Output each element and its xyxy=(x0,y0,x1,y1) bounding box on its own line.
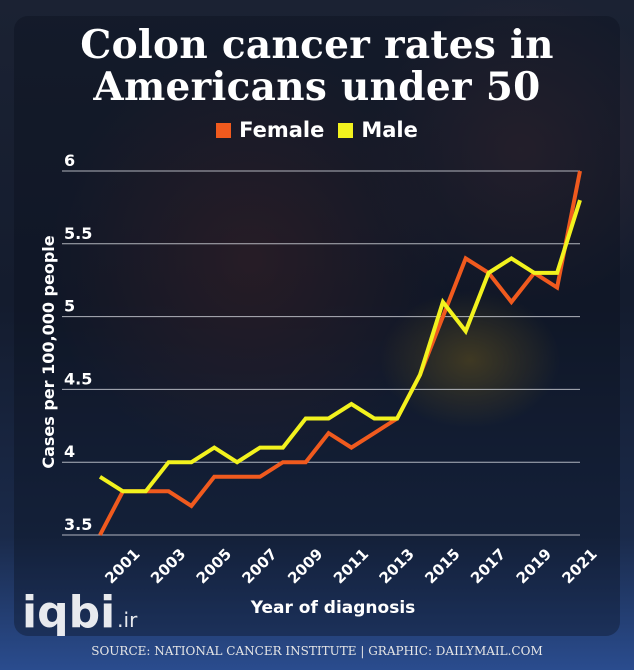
x-tick-label: 2009 xyxy=(284,545,326,587)
source-credit: SOURCE: NATIONAL CANCER INSTITUTE | GRAP… xyxy=(91,644,543,658)
y-tick-label: 6 xyxy=(64,151,75,170)
legend-label-female: Female xyxy=(239,118,325,142)
x-tick-label: 2003 xyxy=(147,545,189,587)
y-tick-label: 3.5 xyxy=(64,515,92,534)
legend-label-male: Male xyxy=(361,118,418,142)
x-tick-label: 2017 xyxy=(467,545,509,587)
y-tick-label: 5 xyxy=(64,297,75,316)
x-tick-label: 2001 xyxy=(101,545,143,587)
x-tick-label: 2007 xyxy=(239,545,281,587)
legend-swatch-male xyxy=(338,122,354,138)
legend-item-female: Female xyxy=(216,118,324,142)
legend-swatch-female xyxy=(216,122,232,138)
legend: Female Male xyxy=(0,118,634,142)
y-tick-label: 4 xyxy=(64,442,75,461)
series-lines xyxy=(98,170,582,536)
x-tick-label: 2013 xyxy=(376,545,418,587)
y-tick-label: 4.5 xyxy=(64,369,92,388)
y-tick-label: 5.5 xyxy=(64,224,92,243)
series-line-male xyxy=(98,199,582,494)
y-tick-labels: 3.5 4 4.5 5 5.5 6 xyxy=(64,151,92,534)
x-tick-label: 2019 xyxy=(513,545,555,587)
watermark-logo: iqbi .ir xyxy=(22,584,137,642)
legend-item-male: Male xyxy=(338,118,418,142)
x-tick-label: 2011 xyxy=(330,545,372,587)
watermark-name: iqbi xyxy=(22,587,116,638)
gridlines xyxy=(62,170,580,536)
chart-card xyxy=(14,16,620,636)
series-line-female xyxy=(98,170,582,536)
x-axis-label: Year of diagnosis xyxy=(250,598,416,618)
x-tick-labels: 2001 2003 2005 2007 2009 2011 2013 2015 2017 2019… xyxy=(101,545,600,587)
watermark-tld: .ir xyxy=(117,608,138,632)
x-tick-label: 2015 xyxy=(421,545,463,587)
x-tick-label: 2005 xyxy=(193,545,235,587)
x-tick-label: 2021 xyxy=(559,545,601,587)
chart-title: Colon cancer rates in Americans under 50 xyxy=(80,22,554,110)
y-axis-label: Cases per 100,000 people xyxy=(39,235,58,468)
